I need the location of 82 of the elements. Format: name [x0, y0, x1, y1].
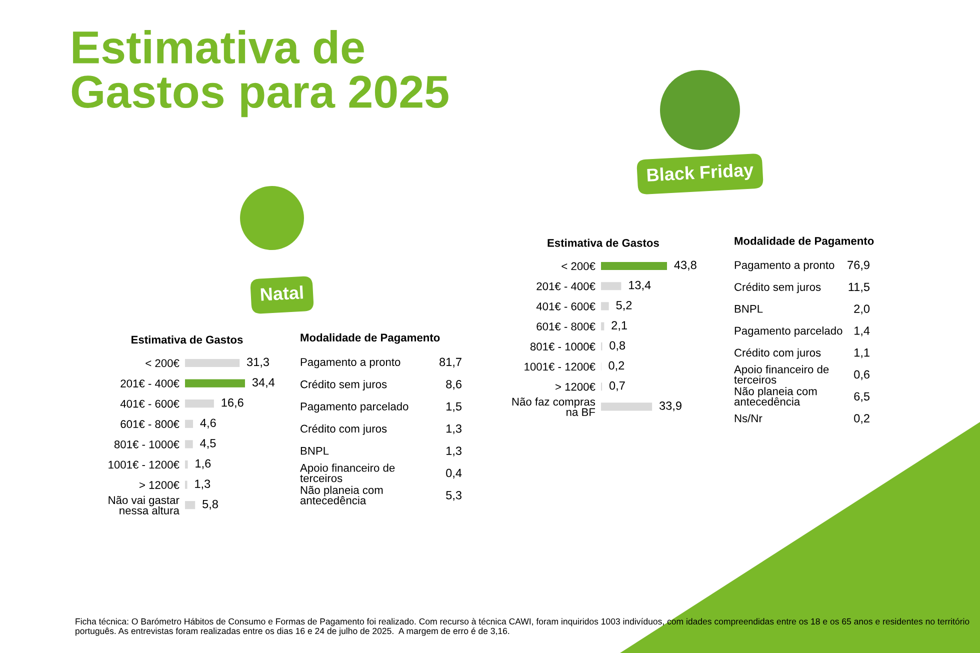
- y-tick-label: 1001€ - 1200€: [524, 362, 596, 371]
- category-label: Crédito sem juros: [300, 380, 387, 390]
- text: Black Friday: [647, 162, 754, 186]
- y-tick-label: > 1200€: [140, 481, 180, 489]
- data-label: 6,5: [854, 392, 870, 402]
- y-tick-label: 601€ - 800€: [120, 420, 180, 428]
- bar: [185, 460, 188, 469]
- y-tick-label: 401€ - 600€: [536, 302, 596, 310]
- data-label: 0,7: [609, 381, 625, 392]
- bar: [601, 302, 609, 310]
- y-tick-label: 801€ - 1000€: [114, 440, 180, 448]
- category-label: Apoio financeiro de terceiros: [300, 464, 395, 482]
- bar: [185, 420, 194, 428]
- data-label: 11,5: [848, 282, 870, 292]
- data-label: 0,2: [608, 361, 624, 372]
- category-label: Crédito sem juros: [734, 282, 821, 294]
- bar: [185, 440, 193, 448]
- category-label: Crédito com juros: [300, 424, 387, 435]
- y-tick-label: 401€ - 600€: [120, 400, 180, 408]
- data-label: 0,2: [854, 414, 870, 424]
- category-label: BNPL: [300, 447, 329, 455]
- data-label: 1,5: [446, 402, 462, 412]
- y-tick-label: 201€ - 400€: [120, 380, 180, 388]
- category-label: Crédito com juros: [734, 348, 821, 359]
- bar: [601, 402, 652, 411]
- bar: [601, 322, 604, 330]
- data-label: 16,6: [222, 398, 244, 408]
- bar: [601, 262, 667, 270]
- data-label: 0,8: [610, 341, 626, 351]
- text: Ficha técnica: O Barómetro Hábitos de Consumo e Formas de Pagamento foi realizado. Com recurso à técnica CAWI, foram inquiridos 1003 indivíduos, com idades compreendidas entre os 18 e os 65 anos e residentes no território português. As entrevistas foram realizadas entre os dias 16 e 24 de julho de 2025. A margem de erro é de 3,16.: [76, 618, 970, 636]
- y-tick-label: Não faz compras na BF: [512, 398, 596, 416]
- bar: [185, 400, 214, 408]
- category-label: Pagamento a pronto: [734, 261, 834, 272]
- data-label: 5,8: [202, 500, 218, 510]
- category-label: Pagamento a pronto: [300, 358, 400, 368]
- data-label: 76,9: [848, 260, 870, 271]
- y-tick-label: Não vai gastar nessa altura: [108, 496, 180, 514]
- y-tick-label: < 200€: [146, 359, 180, 368]
- y-tick-label: 801€ - 1000€: [530, 342, 596, 351]
- data-label: 2,0: [854, 304, 870, 314]
- data-label: 1,4: [854, 326, 870, 336]
- text: Estimativa de Gastos para 2025: [72, 30, 448, 118]
- data-label: 1,1: [854, 348, 870, 358]
- chart-title: Estimativa de Gastos: [548, 238, 659, 247]
- data-label: 81,7: [440, 358, 462, 368]
- y-tick-label: < 200€: [562, 262, 596, 270]
- bar: [185, 501, 196, 510]
- category-label: Não planeia com antecedência: [300, 486, 383, 504]
- text: Modalidade de Pagamento: [734, 236, 874, 248]
- category-label: Não planeia com antecedência: [734, 387, 817, 406]
- data-label: 8,6: [446, 380, 462, 390]
- chart-title: Estimativa de Gastos: [132, 335, 243, 344]
- data-label: 0,4: [446, 468, 462, 479]
- data-label: 34,4: [252, 378, 275, 388]
- data-label: 4,5: [200, 439, 216, 449]
- data-label: 43,8: [674, 260, 696, 271]
- data-label: 31,3: [246, 358, 269, 368]
- data-label: 1,6: [196, 459, 211, 470]
- data-label: 5,3: [446, 491, 462, 501]
- data-label: 1,3: [446, 424, 462, 434]
- data-label: 1,3: [195, 480, 210, 490]
- y-tick-label: 1001€ - 1200€: [108, 460, 180, 469]
- y-tick-label: 201€ - 400€: [536, 282, 596, 290]
- y-tick-label: 601€ - 800€: [536, 322, 596, 330]
- bar: [185, 379, 245, 388]
- text: Natal: [260, 286, 304, 301]
- data-label: 5,2: [616, 301, 632, 311]
- text: Modalidade de Pagamento: [300, 333, 440, 344]
- data-label: 1,3: [446, 446, 462, 456]
- data-label: 2,1: [612, 321, 627, 331]
- category-label: Pagamento parcelado: [300, 402, 408, 413]
- bar: [185, 358, 240, 368]
- bar: [601, 282, 622, 290]
- data-label: 13,4: [629, 280, 651, 291]
- category-label: Apoio financeiro de terceiros: [734, 365, 829, 384]
- data-label: 0,6: [854, 370, 870, 380]
- category-label: Ns/Nr: [734, 414, 762, 422]
- y-tick-label: > 1200€: [556, 382, 596, 391]
- category-label: BNPL: [734, 305, 763, 313]
- data-label: 4,6: [200, 418, 216, 428]
- category-label: Pagamento parcelado: [734, 326, 842, 337]
- data-label: 33,9: [659, 402, 682, 412]
